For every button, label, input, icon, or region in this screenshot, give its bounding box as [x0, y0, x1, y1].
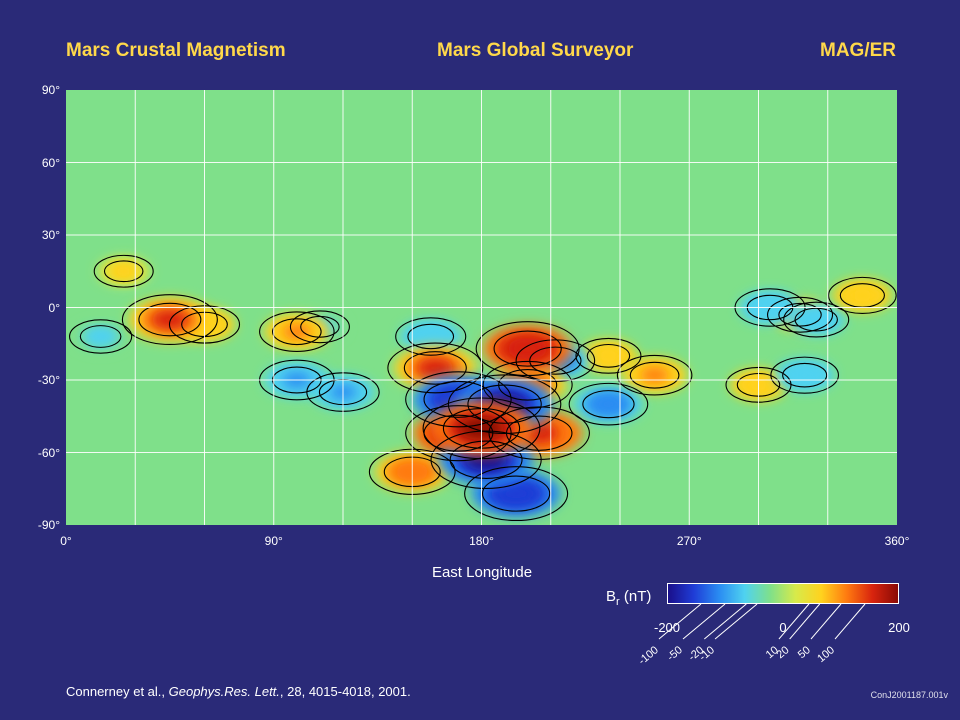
- contour-line: [778, 302, 822, 327]
- contour-line: [629, 361, 680, 389]
- contour-line: [568, 382, 649, 426]
- contour-line: [395, 317, 467, 356]
- contour-line: [616, 354, 693, 396]
- contour-line: [430, 430, 542, 489]
- citation-authors: Connerney et al.,: [66, 684, 169, 699]
- anomaly-blob: [282, 323, 312, 340]
- contour-line: [138, 302, 202, 337]
- x-tick-label: 270°: [676, 534, 702, 548]
- colorbar-tick-label: 0: [779, 620, 787, 635]
- chart-subtitle: Mars Global Surveyor: [437, 40, 634, 61]
- colorbar-tick-line: [703, 603, 747, 640]
- colorbar: [667, 583, 899, 604]
- contour-line: [271, 318, 322, 346]
- colorbar-angled-tick-label: 20: [775, 644, 792, 661]
- colorbar-tick-line: [810, 603, 842, 640]
- y-tick-label: -30°: [37, 373, 60, 387]
- instrument-label: MAG/ER: [820, 40, 896, 61]
- colorbar-tick-line: [834, 603, 866, 640]
- contour-line: [782, 362, 828, 388]
- x-tick-label: 90°: [264, 534, 283, 548]
- colorbar-label-sub: r: [616, 596, 620, 608]
- colorbar-tick-line: [682, 603, 726, 640]
- anomaly-blob: [803, 312, 829, 327]
- chart-title: Mars Crustal Magnetism: [66, 40, 286, 61]
- contour-line: [515, 339, 596, 382]
- contour-line: [103, 260, 144, 283]
- contour-line: [387, 342, 484, 394]
- contour-line: [582, 390, 635, 419]
- contour-line: [575, 337, 642, 374]
- colorbar-tick-line: [789, 603, 821, 640]
- anomaly-blob: [593, 396, 624, 413]
- contour-line: [794, 307, 838, 332]
- contour-line: [482, 475, 551, 512]
- colorbar-angled-tick-label: 50: [796, 644, 813, 661]
- colorbar-angled-tick-label: -100: [636, 644, 661, 667]
- y-tick-label: 90°: [41, 83, 60, 97]
- anomaly-blob: [495, 483, 537, 505]
- colorbar-tick-line: [714, 603, 758, 640]
- contour-line: [259, 311, 335, 352]
- anomaly-blob: [849, 288, 876, 303]
- colorbar-tick-label: 200: [888, 620, 910, 635]
- map-svg: [66, 90, 897, 525]
- contour-line: [407, 323, 455, 350]
- contour-line: [403, 351, 467, 385]
- x-tick-label: 180°: [469, 534, 494, 548]
- anomaly-blob: [112, 265, 136, 278]
- citation-details: , 28, 4015-4018, 2001.: [279, 684, 411, 699]
- contour-line: [770, 356, 840, 394]
- anomaly-blob: [151, 309, 189, 330]
- magnetic-field-map: [66, 90, 897, 525]
- contour-line: [423, 380, 494, 418]
- contour-line: [467, 384, 542, 424]
- colorbar-label-unit: (nT): [619, 588, 652, 605]
- colorbar-angled-tick-label: 10: [764, 644, 781, 661]
- anomaly-blob: [791, 368, 818, 383]
- anomaly-blob: [640, 367, 670, 383]
- x-tick-label: 0°: [60, 534, 72, 548]
- contour-line: [783, 301, 850, 338]
- contour-line: [529, 346, 582, 375]
- anomaly-blob: [88, 329, 113, 344]
- citation: Connerney et al., Geophys.Res. Lett., 28…: [66, 684, 411, 699]
- contour-line: [586, 343, 631, 368]
- colorbar-label-main: B: [606, 588, 617, 605]
- contour-line: [69, 319, 133, 354]
- anomaly-blob: [417, 329, 445, 344]
- y-tick-label: 0°: [48, 300, 60, 315]
- x-axis-label: East Longitude: [431, 564, 533, 581]
- contour-line: [482, 360, 573, 409]
- anomaly-blob: [595, 349, 622, 363]
- colorbar-angled-tick-label: -10: [697, 644, 717, 663]
- image-code: ConJ2001187.001v: [870, 690, 948, 700]
- colorbar-label: Br (nT): [606, 588, 651, 608]
- colorbar-angled-tick-label: -20: [686, 644, 706, 663]
- contour-line: [488, 406, 590, 460]
- contour-line: [493, 330, 562, 367]
- x-tick-label: 360°: [884, 534, 910, 548]
- colorbar-angled-tick-label: -50: [665, 644, 685, 663]
- contour-line: [828, 276, 897, 315]
- contour-line: [289, 310, 350, 344]
- y-tick-label: -60°: [37, 445, 60, 460]
- contour-line: [464, 466, 569, 522]
- y-tick-label: 30°: [41, 228, 60, 242]
- contour-line: [121, 294, 218, 346]
- y-tick-label: -90°: [37, 518, 60, 532]
- colorbar-tick-label: -200: [653, 620, 681, 635]
- contour-line: [447, 374, 562, 434]
- contour-line: [405, 371, 512, 428]
- contour-line: [475, 321, 580, 377]
- citation-journal: Geophys.Res. Lett.: [168, 684, 280, 699]
- contour-line: [449, 440, 523, 480]
- contour-line: [79, 325, 122, 348]
- colorbar-angled-tick-label: 100: [815, 644, 837, 665]
- contour-line: [93, 254, 154, 288]
- y-tick-label: 60°: [41, 155, 60, 170]
